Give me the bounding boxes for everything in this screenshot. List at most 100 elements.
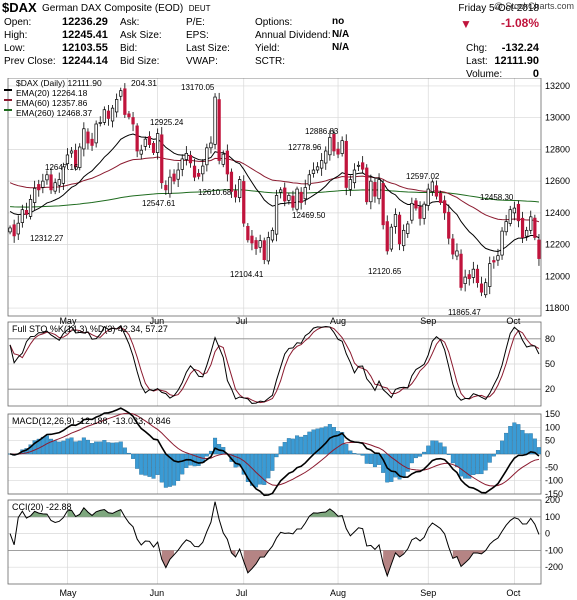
candle-body (402, 229, 406, 247)
macd-histogram-bar (356, 453, 361, 455)
open-value: 12236.29 (62, 16, 108, 28)
candle-body (279, 189, 283, 193)
candle-body (361, 162, 365, 170)
candle-body (217, 99, 221, 161)
macd-histogram-bar (85, 439, 90, 455)
price-annotation: 13170.05 (181, 83, 215, 92)
macd-histogram-bar (90, 443, 95, 455)
price-legend-entry: EMA(20) 12264.18 (16, 88, 88, 98)
macd-line (9, 407, 540, 497)
candle-body (16, 222, 20, 235)
macd-histogram-bar (360, 453, 365, 456)
macd-histogram-bar (315, 428, 320, 455)
macd-histogram-bar (368, 453, 373, 465)
candle-body (209, 142, 213, 149)
candle-body (529, 216, 533, 231)
x-tick-label: Aug (330, 588, 346, 598)
candle-body (406, 223, 410, 234)
panel-frame (7, 321, 542, 407)
candle-body (525, 229, 529, 237)
macd-histogram-bar (286, 438, 291, 455)
price-annotation: 12312.27 (30, 234, 64, 243)
macd-histogram-bar (500, 440, 505, 455)
candle-body (98, 122, 102, 124)
macd-histogram-bar (122, 447, 127, 455)
y-tick-label: 100 (545, 422, 560, 432)
candle-body (299, 191, 303, 203)
sto-k-line (9, 324, 540, 404)
candle-body (147, 136, 152, 145)
macd-histogram-bar (147, 453, 152, 477)
macd-histogram-bar (467, 453, 472, 479)
sto-title: Full STO %K(14,3) %D(3) 42.34, 57.27 (12, 324, 168, 334)
candle-body (28, 199, 33, 217)
candle-body (61, 166, 65, 184)
candle-body (233, 190, 238, 198)
macd-histogram-bar (520, 430, 525, 455)
macd-histogram-bar (422, 451, 427, 455)
chg-label: Chg: (466, 43, 488, 54)
candle-body (250, 235, 254, 244)
candle-body (488, 263, 492, 287)
macd-histogram-bar (49, 438, 54, 455)
candle-body (393, 214, 398, 227)
macd-histogram-bar (516, 424, 521, 455)
x-tick-label: Sep (420, 316, 436, 326)
y-tick-label: 0 (545, 449, 550, 459)
candle-body (455, 250, 459, 257)
instrument-name: German DAX Composite (EOD) DEUT (42, 3, 211, 14)
candle-body (184, 153, 188, 160)
y-tick-label: 100 (545, 512, 560, 522)
macd-histogram-bar (311, 429, 316, 455)
candle-body (356, 164, 361, 167)
candle-body (115, 99, 119, 113)
x-tick-label: Oct (506, 316, 521, 326)
candle-body (270, 229, 275, 241)
candle-body (119, 90, 123, 97)
ema260-line (10, 189, 540, 208)
cci-title: CCI(20) -22.88 (12, 502, 72, 512)
y-tick-label: -50 (545, 462, 558, 472)
vwap-label: VWAP: (186, 56, 218, 67)
macd-histogram-bar (266, 453, 271, 479)
macd-histogram-bar (446, 453, 451, 455)
candle-body (213, 96, 217, 145)
macd-histogram-bar (418, 453, 423, 457)
candle-body (303, 187, 307, 200)
price-annotation: 12925.24 (150, 118, 184, 127)
candle-body (274, 195, 279, 235)
x-tick-label: Jul (236, 316, 248, 326)
candle-body (410, 202, 414, 221)
candle-body (45, 174, 49, 181)
candle-body (484, 282, 488, 296)
candle-body (287, 195, 291, 201)
macd-histogram-bar (106, 442, 111, 455)
prev-close-label: Prev Close: (4, 56, 56, 67)
legend-swatch (4, 99, 12, 101)
candle-body (53, 182, 57, 192)
candle-body (500, 230, 504, 256)
eps-value: N/A (332, 29, 350, 40)
panel-frame (7, 499, 542, 585)
macd-histogram-bar (528, 433, 533, 455)
macd-histogram-bar (463, 453, 468, 479)
macd-histogram-bar (475, 453, 480, 475)
macd-histogram-bar (65, 438, 70, 455)
ema20-line (9, 133, 540, 252)
x-tick-label: Jun (150, 588, 165, 598)
candle-body (127, 113, 131, 118)
macd-histogram-bar (110, 442, 115, 455)
candle-body (180, 158, 184, 170)
price-annotation: 12120.65 (368, 267, 402, 276)
macd-histogram-bar (159, 453, 164, 483)
candle-body (33, 187, 37, 203)
candle-body (389, 226, 393, 250)
macd-histogram-bar (139, 453, 144, 475)
y-tick-label: -100 (545, 476, 563, 486)
candle-body (192, 165, 197, 178)
macd-histogram-bar (167, 453, 172, 487)
legend-swatch (4, 89, 12, 91)
pe-label: P/E: (186, 17, 205, 28)
price-annotation: 12104.41 (230, 270, 264, 279)
last-size-label: Last Size: (186, 43, 230, 54)
